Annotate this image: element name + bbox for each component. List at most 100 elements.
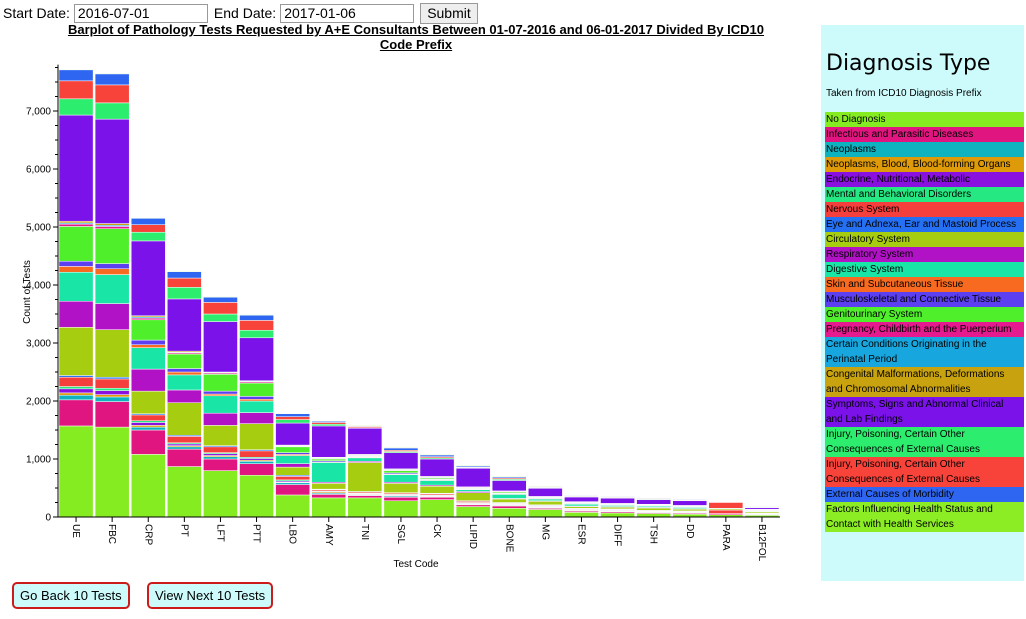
legend-item: Eye and Adnexa, Ear and Mastoid Process [825, 217, 1024, 232]
bar-segment [600, 497, 635, 504]
bar-segment [130, 420, 166, 423]
y-axis: 0 1,000 2,000 3,000 4,000 5,000 6,000 7,000 [26, 64, 59, 524]
bar-segment [167, 368, 202, 373]
end-date-input[interactable] [280, 3, 415, 23]
x-tick-label: CK [431, 524, 442, 538]
bar-segment [419, 454, 455, 457]
bar-segment [167, 389, 202, 403]
bar-segment [275, 413, 310, 417]
bar-segment [600, 512, 635, 518]
bar-segment [203, 446, 238, 453]
bar-segment [167, 353, 202, 369]
legend-item: Mental and Behavioral Disorders [825, 187, 1024, 202]
bar-segment [347, 462, 383, 492]
bar-segment [528, 509, 563, 518]
bar-stack [708, 502, 744, 518]
bar-segment [455, 506, 491, 518]
legend-item-label: Congenital Malformations, Deformations a… [826, 369, 1005, 395]
bar-segment [94, 223, 130, 226]
bar-segment [239, 320, 274, 331]
bar-segment [419, 497, 455, 500]
bar-segment [58, 392, 94, 396]
bar-segment [94, 401, 130, 428]
legend-item-label: External Causes of Morbidity [826, 489, 954, 500]
bar-segment [528, 485, 563, 487]
bar-segment [491, 480, 527, 492]
legend-item-label: Mental and Behavioral Disorders [826, 189, 972, 200]
bar-segment [58, 68, 94, 71]
bar-stack [528, 485, 563, 518]
bar-segment [239, 399, 274, 402]
bar-stack [419, 454, 455, 518]
bar-segment [311, 425, 347, 458]
bar-segment [275, 419, 310, 424]
submit-button[interactable]: Submit [420, 2, 478, 24]
x-tick-label: SGL [395, 524, 406, 544]
bar-segment [491, 505, 527, 509]
bar-segment [58, 220, 94, 224]
bar-segment [94, 84, 130, 104]
bar-segment [311, 458, 347, 461]
legend-item: Symptoms, Signs and Abnormal Clinical an… [825, 397, 1024, 427]
bar-segment [203, 313, 238, 322]
bar-segment [58, 375, 94, 378]
bar-segment [455, 489, 491, 492]
bar-segment [564, 503, 599, 507]
bar-stack [239, 314, 274, 518]
bar-segment [311, 420, 347, 422]
bar-segment [130, 319, 166, 341]
x-tick-label: B12FOL [756, 524, 767, 562]
bar-segment [275, 484, 310, 496]
bar-segment [130, 339, 166, 345]
bar-segment [564, 496, 599, 502]
bar-segment [94, 228, 130, 264]
bar-segment [275, 446, 310, 453]
x-tick-label: LFT [214, 524, 225, 542]
legend-item: Digestive System [825, 262, 1024, 277]
bar-segment [311, 422, 347, 425]
start-date-input[interactable] [73, 3, 208, 23]
bar-segment [636, 499, 671, 505]
x-tick-label: TNI [359, 524, 370, 540]
x-tick-label: BONE [503, 524, 514, 553]
bar-segment [167, 371, 202, 376]
bar-segment [167, 271, 202, 279]
bar-segment [94, 303, 130, 330]
bar-segment [672, 500, 708, 506]
bar-segment [58, 114, 94, 222]
bar-segment [203, 302, 238, 315]
legend-item-label: Factors Influencing Health Status and Co… [826, 504, 993, 530]
bar-segment [383, 447, 419, 449]
x-tick-label: ESR [575, 524, 586, 545]
bar-segment [58, 376, 94, 387]
bar-stack [58, 68, 94, 518]
legend-item: Injury, Poisoning, Certain Other Consequ… [825, 427, 1024, 457]
go-back-button[interactable]: Go Back 10 Tests [12, 582, 130, 609]
view-next-button[interactable]: View Next 10 Tests [147, 582, 274, 609]
x-tick-label: UE [70, 524, 81, 538]
legend-item: Pregnancy, Childbirth and the Puerperium [825, 322, 1024, 337]
legend-panel: Diagnosis Type Taken from ICD10 Diagnosi… [821, 25, 1024, 581]
y-axis-label: Count of Tests [22, 260, 33, 324]
bar-segment [383, 474, 419, 483]
bar-segment [419, 454, 455, 456]
legend-list: No Diagnosis Infectious and Parasitic Dis… [825, 112, 1024, 532]
legend-item: Certain Conditions Originating in the Pe… [825, 337, 1024, 367]
bar-segment [94, 73, 130, 86]
bar-segment [130, 425, 166, 428]
bar-segment [130, 368, 166, 392]
bar-segment [528, 501, 563, 506]
start-date-label: Start Date: [3, 5, 70, 21]
bar-segment [239, 474, 274, 518]
end-date-label: End Date: [213, 5, 277, 21]
bar-segment [383, 470, 419, 474]
bar-segment [58, 226, 94, 262]
bar-segment [94, 329, 130, 378]
bar-segment [239, 337, 274, 381]
x-tick-label: TSH [648, 524, 659, 544]
x-tick-label: LBO [287, 524, 298, 544]
bar-segment [94, 378, 130, 389]
bar-segment [94, 118, 130, 224]
bar-stack [275, 412, 310, 518]
